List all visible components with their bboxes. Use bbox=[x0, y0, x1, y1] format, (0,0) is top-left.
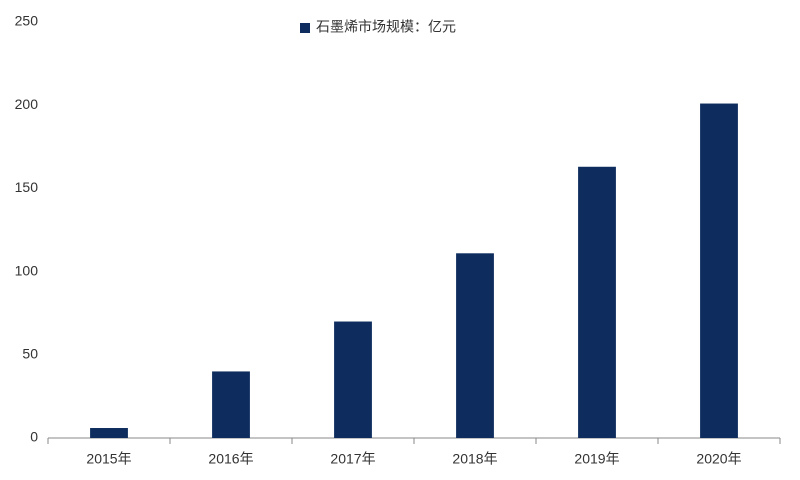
bar bbox=[334, 321, 372, 438]
y-tick-label: 100 bbox=[15, 262, 39, 278]
y-tick-label: 250 bbox=[15, 13, 39, 29]
bar bbox=[456, 253, 494, 438]
y-tick-label: 50 bbox=[22, 346, 38, 362]
bar bbox=[90, 428, 128, 438]
bar bbox=[212, 371, 250, 438]
y-tick-label: 0 bbox=[30, 429, 38, 445]
x-tick-label: 2020年 bbox=[696, 451, 741, 467]
legend-swatch bbox=[300, 23, 310, 33]
x-tick-label: 2016年 bbox=[208, 451, 253, 467]
x-tick-label: 2017年 bbox=[330, 451, 375, 467]
legend-label: 石墨烯市场规模：亿元 bbox=[316, 19, 456, 35]
bar bbox=[578, 166, 616, 438]
y-tick-label: 150 bbox=[15, 179, 39, 195]
x-tick-label: 2015年 bbox=[86, 451, 131, 467]
x-tick-label: 2019年 bbox=[574, 451, 619, 467]
bar bbox=[700, 103, 738, 438]
x-tick-label: 2018年 bbox=[452, 451, 497, 467]
y-tick-label: 200 bbox=[15, 96, 39, 112]
